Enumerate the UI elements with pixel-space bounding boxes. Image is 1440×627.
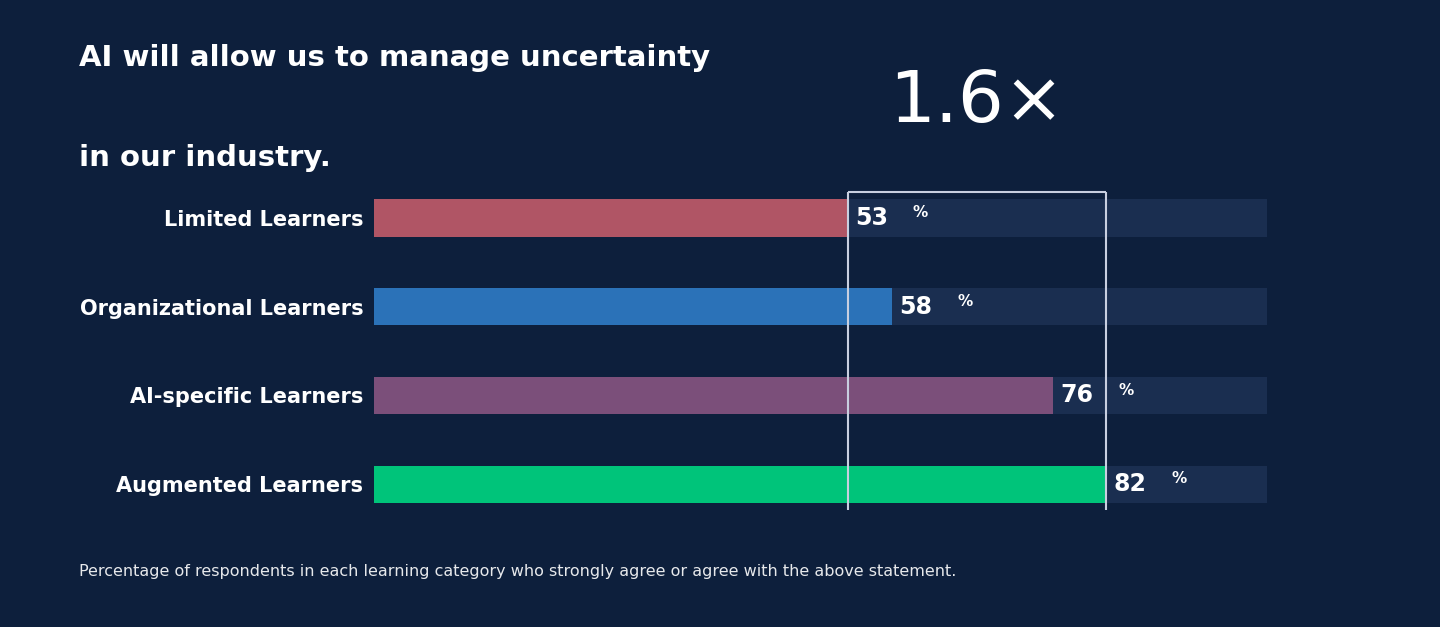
- Text: %: %: [913, 205, 927, 220]
- Text: 53: 53: [855, 206, 887, 230]
- Text: 58: 58: [900, 295, 932, 319]
- Bar: [374, 377, 1053, 414]
- Bar: [374, 199, 848, 237]
- Bar: [374, 465, 1106, 503]
- Text: AI will allow us to manage uncertainty: AI will allow us to manage uncertainty: [79, 44, 710, 72]
- Text: 82: 82: [1113, 472, 1146, 496]
- Text: %: %: [958, 294, 972, 309]
- Text: 1.6×: 1.6×: [890, 68, 1064, 137]
- Bar: [374, 199, 1267, 237]
- Text: in our industry.: in our industry.: [79, 144, 331, 172]
- Text: Percentage of respondents in each learning category who strongly agree or agree : Percentage of respondents in each learni…: [79, 564, 956, 579]
- Text: 76: 76: [1060, 384, 1093, 408]
- Text: %: %: [1117, 382, 1133, 398]
- Bar: [374, 377, 1267, 414]
- Bar: [374, 288, 893, 325]
- Text: %: %: [1172, 472, 1187, 487]
- Bar: [374, 465, 1267, 503]
- Bar: [374, 288, 1267, 325]
